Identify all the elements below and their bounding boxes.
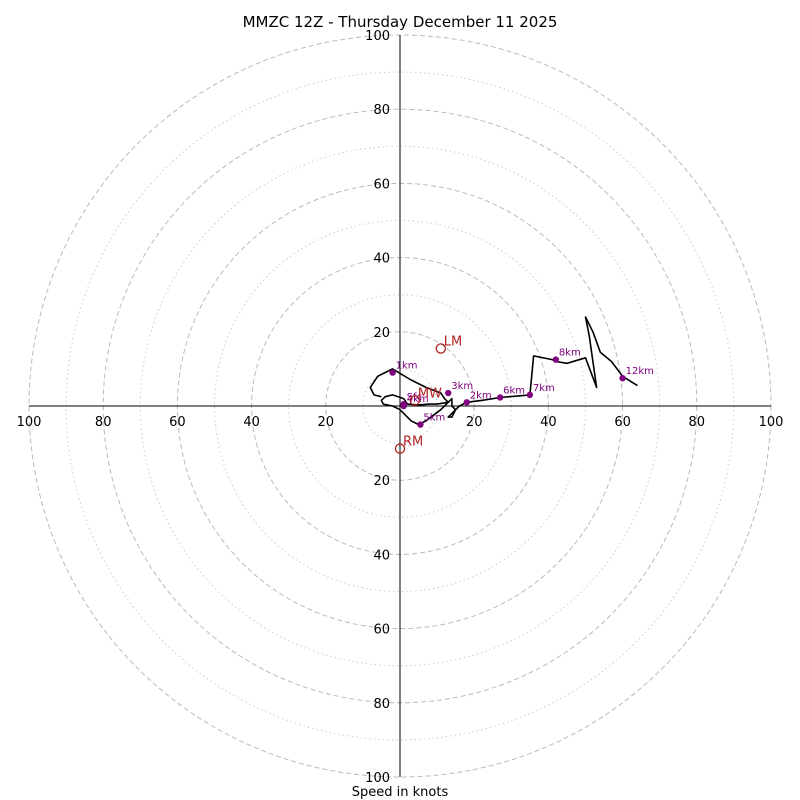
tick-label-left-100: 100 [17, 415, 42, 430]
height-label-7km: 7km [533, 383, 555, 394]
hodograph-traces [369, 316, 638, 426]
axes [29, 35, 771, 777]
tick-label-bottom-60: 60 [373, 623, 390, 638]
tick-label-left-20: 20 [318, 415, 335, 430]
height-point-7km [526, 391, 534, 399]
height-point-5km [417, 421, 424, 428]
height-point-4km [400, 402, 407, 410]
tick-label-top-60: 60 [373, 177, 390, 192]
tick-label-bottom-40: 40 [373, 548, 390, 563]
height-label-3km: 3km [451, 381, 473, 392]
tick-label-right-20: 20 [466, 415, 483, 430]
motion-label-rm: RM [403, 435, 423, 450]
tick-label-right-40: 40 [540, 415, 557, 430]
height-label-2km: 2km [470, 390, 492, 401]
tick-label-top-20: 20 [373, 326, 390, 341]
storm-motion-markers: LM MW RM [394, 334, 462, 454]
motion-point-lm [435, 343, 447, 354]
motion-label-lm: LM [444, 334, 462, 349]
height-label-12km: 12km [626, 366, 654, 377]
tick-label-right-80: 80 [689, 415, 706, 430]
height-point-1km [389, 369, 396, 376]
motion-label-mw: MW [418, 386, 442, 401]
height-label-8km: 8km [559, 348, 581, 359]
chart-title: MMZC 12Z - Thursday December 11 2025 [243, 13, 558, 31]
tick-label-top-40: 40 [373, 252, 390, 267]
motion-point-mw [409, 395, 421, 406]
height-point-3km [445, 389, 452, 397]
height-label-6km: 6km [503, 385, 525, 396]
tick-label-right-100: 100 [759, 415, 784, 430]
motion-point-rm [394, 443, 406, 454]
tick-label-bottom-20: 20 [373, 474, 390, 489]
height-label-5km: 5km [423, 413, 445, 424]
tick-label-bottom-80: 80 [373, 697, 390, 712]
tick-label-right-60: 60 [614, 415, 631, 430]
tick-label-top-100: 100 [365, 29, 390, 44]
tick-labels: 20 40 60 80 100 20 40 60 80 100 20 40 60 80 100 20 40 60 8… [17, 29, 784, 786]
height-point-12km [619, 374, 626, 382]
height-label-4km: 4km [407, 394, 429, 405]
hodograph-trace-low-level [369, 368, 450, 406]
tick-label-left-60: 60 [169, 415, 186, 430]
height-label-1km: 1km [396, 361, 418, 372]
tick-label-left-40: 40 [243, 415, 260, 430]
tick-label-left-80: 80 [95, 415, 112, 430]
hodograph-trace [380, 316, 638, 426]
tick-label-top-80: 80 [373, 103, 390, 118]
tick-label-bottom-100: 100 [365, 771, 390, 786]
height-point-8km [552, 356, 560, 363]
x-axis-label: Speed in knots [352, 785, 449, 800]
height-point-6km [496, 394, 504, 401]
height-point-2km [463, 399, 470, 406]
height-label-sfc: Sfc [407, 392, 422, 403]
